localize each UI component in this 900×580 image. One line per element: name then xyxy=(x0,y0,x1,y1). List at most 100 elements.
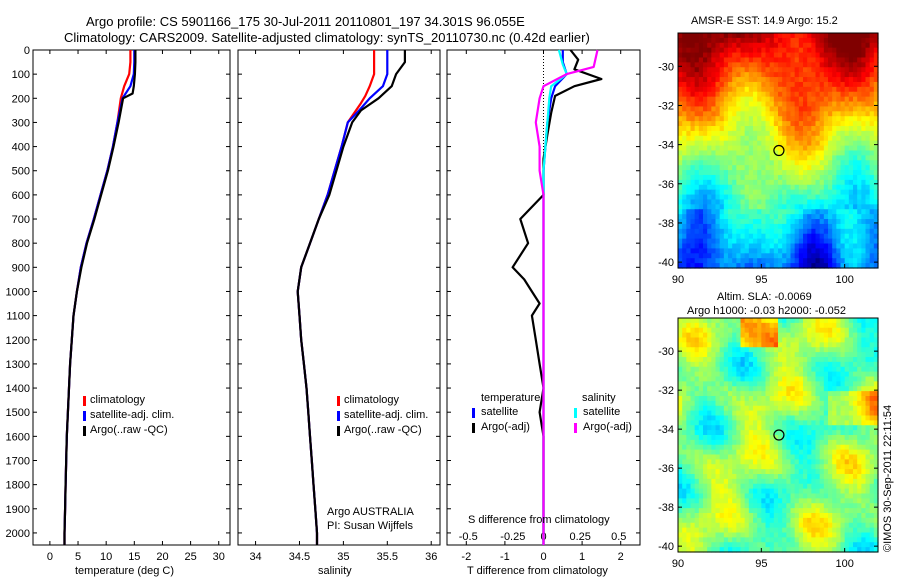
x-tick-label: 34 xyxy=(249,551,261,563)
y-tick-label: 0 xyxy=(24,45,30,57)
salinity-panel: 34 34.5 35 35.5 36 xyxy=(237,49,441,563)
x-tick-label: 0 xyxy=(540,551,546,563)
legend-label: satellite-adj. clim. xyxy=(90,409,175,421)
x-tick-label: 36 xyxy=(425,551,437,563)
series-line-magenta xyxy=(534,49,599,545)
legend-swatch xyxy=(337,396,340,406)
sst-map-panel: 90 95 100 -30 -32 -34 -36 -38 -40 xyxy=(658,32,879,286)
x-tick-label: 100 xyxy=(835,274,853,286)
legend-label: Argo(-adj) xyxy=(583,421,632,433)
legend-swatch xyxy=(574,408,577,418)
legend-swatch xyxy=(83,411,86,421)
legend-swatch xyxy=(472,423,475,433)
credit-argo: Argo AUSTRALIA xyxy=(327,506,414,518)
argo-position-marker xyxy=(773,429,785,441)
x-tick-label: 25 xyxy=(184,551,196,563)
x-tick-label: 20 xyxy=(156,551,168,563)
argo-position-marker xyxy=(773,144,785,157)
y-tick-label: 1800 xyxy=(6,480,30,492)
y-tick-label: -34 xyxy=(658,424,674,436)
x-tick-label: 100 xyxy=(835,558,853,570)
legend-swatch xyxy=(337,426,340,436)
y-tick-label: 1200 xyxy=(6,335,30,347)
x-tick-label: 5 xyxy=(75,551,81,563)
y-tick-label: 1400 xyxy=(6,383,30,395)
legend-label: Argo(..raw -QC) xyxy=(344,424,422,436)
legend-swatch xyxy=(337,411,340,421)
legend-swatch xyxy=(83,396,86,406)
x-tick-label: 10 xyxy=(100,551,112,563)
y-tick-label: -38 xyxy=(658,218,674,230)
legend-label: satellite xyxy=(481,406,519,418)
x-tick-label: 15 xyxy=(128,551,140,563)
plot-frame xyxy=(32,49,231,546)
legend-label: Argo(-adj) xyxy=(481,421,530,433)
y-tick-label: 300 xyxy=(12,117,30,129)
sst-map-title: AMSR-E SST: 14.9 Argo: 15.2 xyxy=(691,15,838,27)
map-frame xyxy=(677,32,879,269)
x-tick-label: 1 xyxy=(579,551,585,563)
x-tick-label: 35.5 xyxy=(377,551,398,563)
y-tick-label: 1500 xyxy=(6,407,30,419)
x-tick-label: -1 xyxy=(500,551,510,563)
y-tick-label: -40 xyxy=(658,257,674,269)
x-tick-label: 90 xyxy=(672,274,684,286)
legend-swatch xyxy=(472,408,475,418)
x-tick-label: -2 xyxy=(461,551,471,563)
salinity-xlabel: salinity xyxy=(318,565,352,577)
s-diff-tick-label: -0.5 xyxy=(459,531,478,543)
y-tick-label: 1300 xyxy=(6,359,30,371)
y-tick-label: 1900 xyxy=(6,504,30,516)
imos-stamp: ©IMOS 30-Sep-2011 22:11:54 xyxy=(882,404,894,552)
y-tick-label: 700 xyxy=(12,214,30,226)
y-tick-label: -36 xyxy=(658,463,674,475)
figure-title-line2: Climatology: CARS2009. Satellite-adjuste… xyxy=(64,30,590,45)
y-tick-label: -40 xyxy=(658,541,674,553)
x-tick-label: 2 xyxy=(618,551,624,563)
legend-label: satellite xyxy=(583,406,621,418)
y-tick-label: 400 xyxy=(12,142,30,154)
legend-label: Argo(..raw -QC) xyxy=(90,424,168,436)
series-line-black xyxy=(63,50,137,545)
figure-title-line1: Argo profile: CS 5901166_175 30-Jul-2011… xyxy=(86,14,525,29)
legend-swatch xyxy=(83,426,86,436)
y-tick-label: -34 xyxy=(658,140,674,152)
x-tick-label: 95 xyxy=(755,274,767,286)
legend-label: climatology xyxy=(344,394,400,406)
s-diff-tick-label: 0.25 xyxy=(569,531,590,543)
x-tick-label: 35 xyxy=(337,551,349,563)
y-tick-label: -30 xyxy=(658,61,674,73)
y-tick-label: 600 xyxy=(12,190,30,202)
y-tick-label: -30 xyxy=(658,346,674,358)
s-diff-tick-label: -0.25 xyxy=(500,531,525,543)
y-tick-label: -36 xyxy=(658,179,674,191)
series-line-black xyxy=(296,50,406,545)
y-tick-label: -32 xyxy=(658,100,674,112)
plot-frame xyxy=(237,49,441,546)
x-tick-label: 34.5 xyxy=(289,551,310,563)
x-tick-label: 90 xyxy=(672,558,684,570)
y-tick-label: 100 xyxy=(12,69,30,81)
sla-map-subtitle: Argo h1000: -0.03 h2000: -0.052 xyxy=(687,305,847,317)
y-tick-label: 900 xyxy=(12,262,30,274)
y-tick-label: 1100 xyxy=(6,311,30,323)
y-tick-label: -38 xyxy=(658,502,674,514)
y-tick-label: 500 xyxy=(12,166,30,178)
x-tick-label: 30 xyxy=(213,551,225,563)
legend-label: temperature xyxy=(481,392,541,404)
s-difference-title: S difference from climatology xyxy=(468,514,610,526)
x-tick-label: 0 xyxy=(47,551,53,563)
s-diff-tick-label: 0.5 xyxy=(611,531,626,543)
y-tick-label: 2000 xyxy=(6,528,30,540)
sla-map-title: Altim. SLA: -0.0069 xyxy=(717,291,812,303)
legend-label: salinity xyxy=(582,392,616,404)
temperature-xlabel: temperature (deg C) xyxy=(75,565,175,577)
y-tick-label: 800 xyxy=(12,238,30,250)
credit-pi: PI: Susan Wijffels xyxy=(327,520,413,532)
map-field xyxy=(678,33,879,269)
y-tick-label: 1600 xyxy=(6,431,30,443)
t-difference-xlabel: T difference from climatology xyxy=(467,565,608,577)
temperature-panel: 0100200300400500600700800900100011001200… xyxy=(6,45,231,563)
